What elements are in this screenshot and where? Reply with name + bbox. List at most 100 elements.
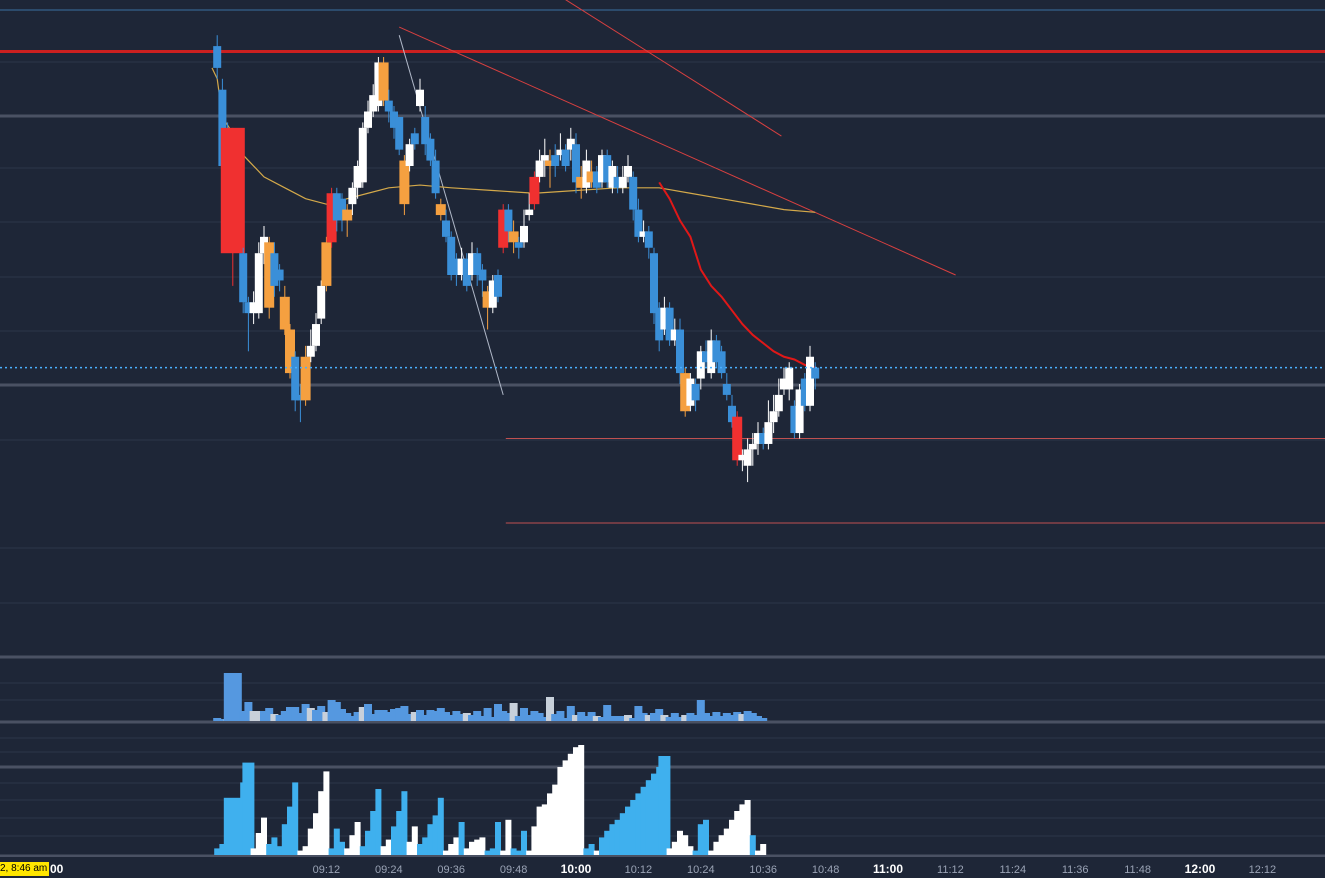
candle — [764, 400, 773, 450]
volume-bar — [520, 708, 528, 721]
histogram-bar — [281, 824, 288, 855]
histogram-bar — [760, 844, 767, 855]
volume-bar — [379, 710, 388, 721]
histogram-bar — [255, 833, 262, 855]
histogram-bar — [349, 835, 356, 855]
histogram-bar — [328, 848, 335, 855]
volume-bar — [582, 716, 591, 721]
candle — [270, 242, 279, 297]
candle-body — [702, 351, 710, 363]
histogram-bar — [448, 844, 455, 855]
candle — [529, 171, 540, 210]
candle-body — [566, 138, 575, 150]
volume-bar — [566, 706, 575, 721]
volume-bar — [374, 710, 383, 721]
candle-body — [494, 275, 502, 297]
volume-bar — [530, 711, 539, 721]
candle-body — [790, 405, 799, 434]
candle-body — [680, 373, 691, 412]
volume-bar — [551, 714, 560, 721]
candle — [806, 345, 814, 412]
candle — [774, 378, 783, 417]
histogram-bar — [609, 824, 616, 855]
candle — [759, 427, 768, 450]
candle-body — [759, 433, 768, 444]
candle-body — [520, 225, 528, 243]
candle-body — [239, 253, 248, 303]
candle — [712, 334, 721, 368]
candle — [707, 329, 716, 379]
candle-body — [728, 405, 736, 423]
candle — [473, 247, 482, 286]
candle — [650, 247, 658, 325]
volume-bar — [431, 711, 440, 721]
candle — [244, 296, 253, 352]
x-tick-label: 09:12 — [313, 864, 341, 876]
histogram-bar — [671, 841, 678, 855]
histogram-bar — [718, 835, 725, 855]
candle-body — [634, 209, 643, 237]
volume-bar — [743, 711, 752, 721]
volume-bar — [478, 716, 487, 721]
histogram-bar — [484, 850, 491, 855]
candle-body — [613, 176, 622, 188]
volume-bar — [405, 714, 414, 721]
volume-bar — [348, 716, 357, 721]
candle-body — [421, 116, 430, 145]
volume-bar — [535, 713, 544, 721]
histogram-bar — [427, 824, 434, 855]
candle — [572, 133, 580, 194]
volume-bar — [275, 715, 284, 721]
volume-bar — [525, 715, 534, 721]
candle-body — [582, 160, 591, 188]
candle — [326, 187, 337, 248]
candle-body — [514, 242, 523, 248]
volume-bar — [364, 704, 372, 721]
candle — [603, 149, 612, 188]
candle — [738, 449, 747, 472]
candle-body — [795, 389, 804, 434]
histogram-bar — [562, 760, 569, 855]
volume-bar — [390, 709, 398, 721]
candle-body — [660, 307, 669, 330]
candle — [670, 318, 679, 346]
candle — [551, 144, 560, 177]
histogram-bar — [437, 797, 444, 855]
candle — [213, 35, 222, 79]
volume-bar — [218, 719, 227, 721]
volume-bar — [447, 715, 456, 721]
candle-body — [457, 258, 466, 275]
histogram-bar — [242, 762, 255, 855]
volume-bar — [301, 704, 310, 721]
volume-bar — [728, 715, 736, 721]
volume-bar — [254, 711, 263, 721]
histogram-bar — [385, 839, 392, 855]
candle — [535, 149, 544, 183]
volume-bar — [296, 713, 305, 721]
histogram-bar — [645, 780, 652, 855]
histogram-bar — [271, 837, 278, 855]
candle-body — [473, 253, 482, 275]
volume-bar — [338, 709, 346, 721]
histogram-bar — [708, 850, 715, 855]
candle-body — [712, 340, 721, 363]
histogram-bar — [723, 828, 730, 855]
candle — [800, 373, 809, 412]
candle — [220, 127, 245, 286]
volume-bar — [624, 715, 632, 721]
histogram-bar — [401, 791, 408, 855]
candle — [249, 291, 258, 325]
candle — [790, 400, 799, 439]
histogram-bar — [521, 830, 527, 855]
volume-bar — [509, 703, 518, 721]
histogram-bar — [583, 848, 590, 855]
candle-body — [603, 155, 612, 183]
red-moving-average — [658, 181, 816, 369]
volume-bar — [327, 700, 336, 721]
volume-bar — [691, 715, 700, 721]
candle — [399, 155, 410, 216]
candle — [384, 89, 393, 123]
candle — [378, 57, 389, 107]
